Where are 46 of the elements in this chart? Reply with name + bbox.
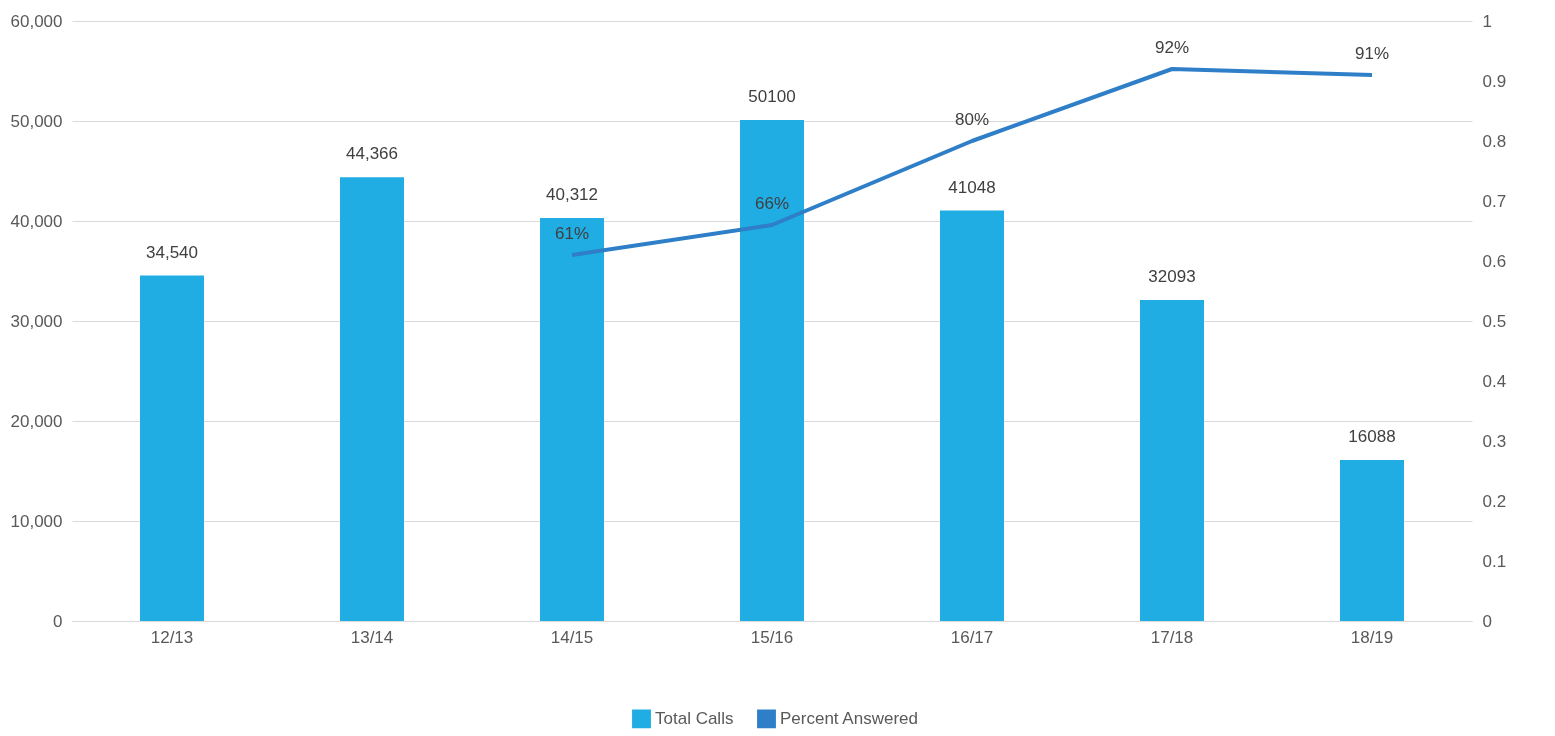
y2-tick-label: 0.1: [1482, 551, 1507, 571]
bar: [340, 177, 404, 621]
y-tick-label: 60,000: [10, 11, 63, 31]
y2-tick-label: 0.9: [1482, 71, 1507, 91]
bar: [140, 275, 204, 621]
y2-tick-label: 0.6: [1482, 251, 1507, 271]
data-label: 40,312: [546, 184, 598, 204]
data-label: 32093: [1148, 267, 1196, 287]
y2-tick-label: 0: [1482, 611, 1492, 631]
data-label: 66%: [754, 194, 790, 213]
x-tick-label: 12/13: [150, 627, 194, 647]
x-tick-label: 17/18: [1150, 627, 1194, 647]
x-tick-label: 15/16: [750, 627, 794, 647]
legend-label: Total Calls: [655, 708, 734, 728]
bar: [540, 217, 604, 621]
x-tick-label: 18/19: [1350, 627, 1394, 647]
legend-label: Percent Answered: [780, 708, 918, 728]
y2-tick-label: 0.3: [1482, 431, 1507, 451]
y2-tick-label: 1: [1482, 11, 1492, 31]
data-label: 91%: [1354, 44, 1390, 63]
x-tick-label: 14/15: [550, 627, 594, 647]
bar: [1340, 460, 1404, 621]
y-tick-label: 20,000: [10, 411, 63, 431]
data-label: 41048: [948, 177, 996, 197]
y-tick-label: 50,000: [10, 111, 63, 131]
data-label: 34,540: [146, 242, 198, 262]
data-label: 61%: [554, 224, 590, 243]
y-tick-label: 10,000: [10, 511, 63, 531]
bar: [740, 120, 804, 621]
y2-tick-label: 0.2: [1482, 491, 1507, 511]
data-label: 92%: [1154, 38, 1190, 57]
bar: [940, 210, 1004, 621]
y-tick-label: 0: [53, 611, 63, 631]
x-tick-label: 16/17: [950, 627, 994, 647]
y2-tick-label: 0.7: [1482, 191, 1507, 211]
y2-tick-label: 0.5: [1482, 311, 1507, 331]
data-label: 16088: [1348, 427, 1396, 447]
x-tick-label: 13/14: [350, 627, 394, 647]
data-label: 80%: [954, 110, 990, 129]
y2-tick-label: 0.4: [1482, 371, 1507, 391]
y-tick-label: 40,000: [10, 211, 63, 231]
y2-tick-label: 0.8: [1482, 131, 1507, 151]
data-label: 44,366: [346, 144, 398, 164]
y-tick-label: 30,000: [10, 311, 63, 331]
bar: [1140, 300, 1204, 621]
data-label: 50100: [748, 87, 796, 106]
